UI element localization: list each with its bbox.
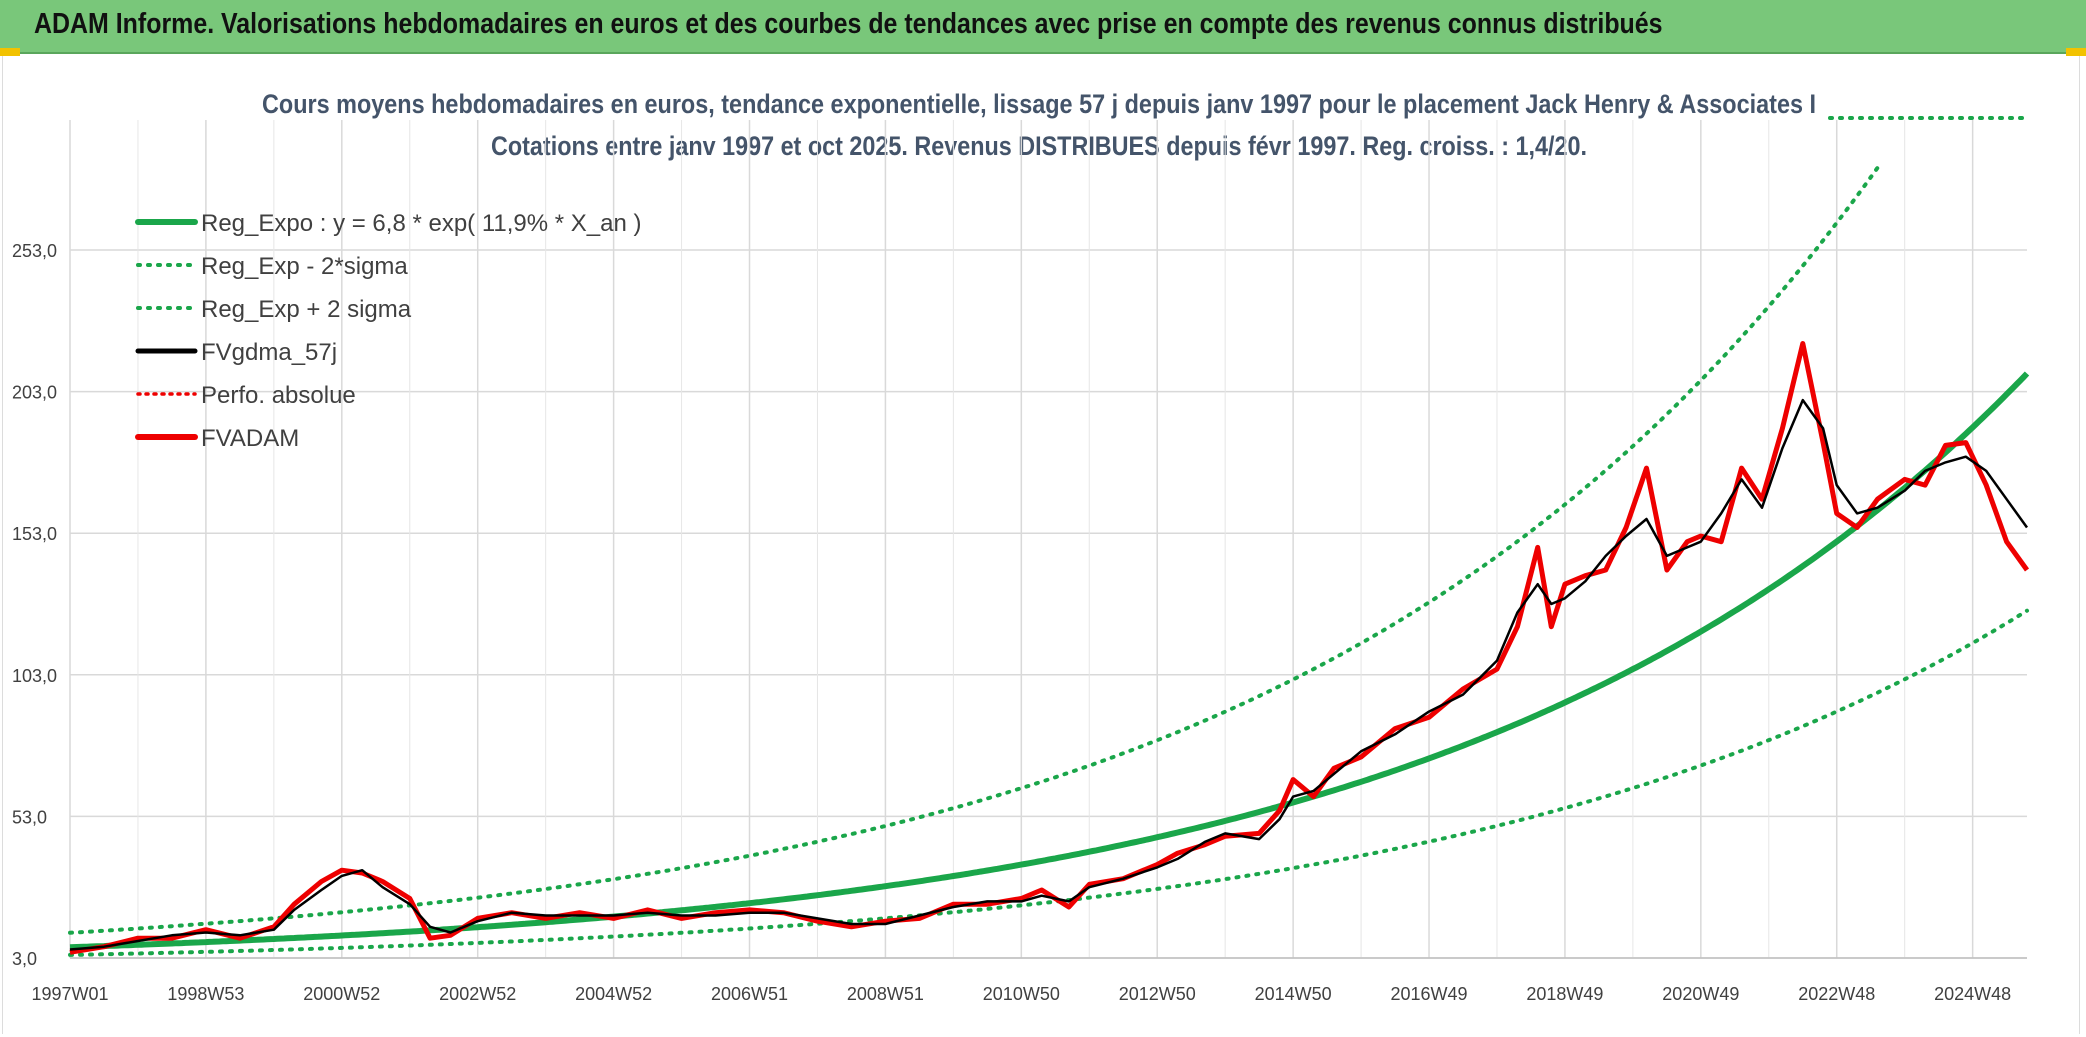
legend-label: Reg_Exp - 2*sigma: [201, 253, 408, 280]
y-tick-label: 203,0: [12, 383, 57, 403]
x-axis-labels: 1997W01 1998W53 2000W52 2002W52 2004W52 2006W…: [31, 984, 2011, 1004]
legend-label: FVgdma_57j: [201, 339, 337, 366]
y-tick-label: 153,0: [12, 524, 57, 544]
y-tick-label: 103,0: [12, 666, 57, 686]
y-tick-label: 53,0: [12, 807, 47, 827]
series-reg-plus-2sigma: [68, 161, 1883, 935]
x-tick-label: 2024W48: [1934, 984, 2011, 1004]
report-header: ADAM Informe. Valorisations hebdomadaire…: [0, 0, 2086, 56]
x-tick-label: 2018W49: [1526, 984, 1603, 1004]
series-fvadam: [69, 341, 2030, 955]
y-axis-labels: 3,0 53,0 103,0 153,0 203,0 253,0: [12, 241, 57, 969]
x-tick-label: 2012W50: [1119, 984, 1196, 1004]
series-layer: [68, 116, 2030, 957]
x-tick-label: 2022W48: [1798, 984, 1875, 1004]
x-tick-label: 2014W50: [1255, 984, 1332, 1004]
series-fvgdma-57j: [69, 398, 2029, 951]
x-tick-label: 1997W01: [31, 984, 108, 1004]
x-tick-label: 1998W53: [167, 984, 244, 1004]
y-tick-label: 3,0: [12, 949, 37, 969]
x-tick-label: 2016W49: [1390, 984, 1467, 1004]
chart-subtitle: Cotations entre janv 1997 et oct 2025. R…: [491, 131, 1587, 161]
chart-frame: [2, 56, 2080, 1034]
header-corner-right: [2066, 48, 2086, 56]
legend-label: Perfo. absolue: [201, 382, 356, 409]
x-tick-label: 2008W51: [847, 984, 924, 1004]
chart-grid: [69, 120, 2027, 959]
chart-legend: Reg_Expo : y = 6,8 * exp( 11,9% * X_an )…: [135, 210, 641, 452]
header-corner-left: [0, 48, 20, 56]
x-tick-label: 2004W52: [575, 984, 652, 1004]
legend-label: Reg_Expo : y = 6,8 * exp( 11,9% * X_an ): [201, 210, 641, 237]
legend-label: FVADAM: [201, 425, 299, 452]
series-reg-minus-2sigma: [68, 608, 2029, 957]
series-reg-expo: [69, 371, 2030, 951]
report-title: ADAM Informe. Valorisations hebdomadaire…: [34, 8, 1663, 40]
x-tick-label: 2020W49: [1662, 984, 1739, 1004]
x-tick-label: 2010W50: [983, 984, 1060, 1004]
x-tick-label: 2006W51: [711, 984, 788, 1004]
x-tick-label: 2000W52: [303, 984, 380, 1004]
chart-title: Cours moyens hebdomadaires en euros, ten…: [262, 89, 1816, 119]
x-tick-label: 2002W52: [439, 984, 516, 1004]
legend-label: Reg_Exp + 2 sigma: [201, 296, 412, 323]
y-tick-label: 253,0: [12, 241, 57, 261]
